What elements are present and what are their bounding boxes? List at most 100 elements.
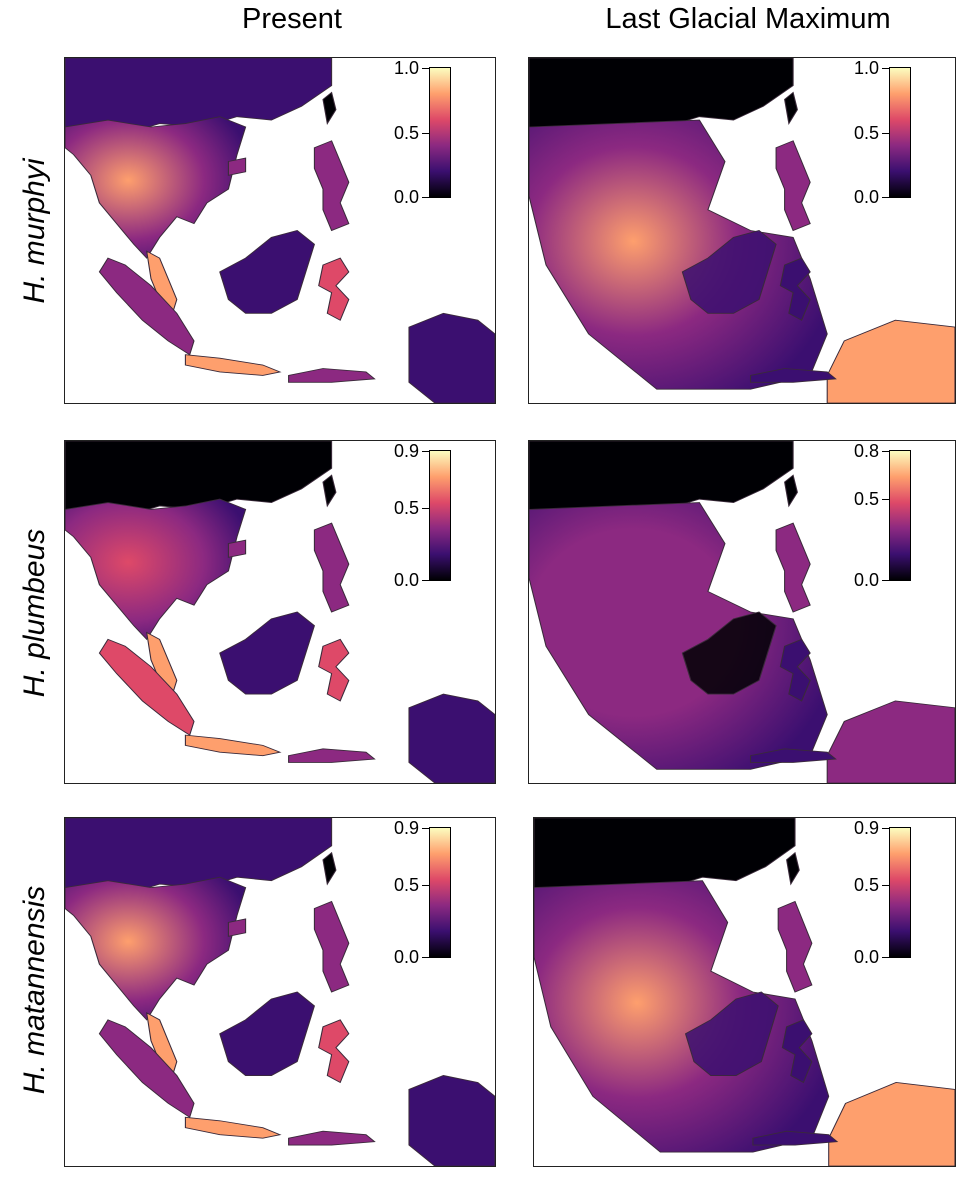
landmass-philippines	[313, 522, 350, 613]
landmass-new-guinea	[408, 312, 495, 403]
colorbar-tick-label: 0.0	[853, 947, 879, 967]
colorbar-tick-label: 0.0	[393, 187, 419, 207]
colorbar-tick-label: 0.5	[853, 489, 879, 510]
colorbar-tick	[422, 132, 429, 134]
landmass-borneo	[681, 611, 777, 695]
landmass-sundaland	[529, 502, 828, 770]
column-title-lgm: Last Glacial Maximum	[605, 3, 891, 35]
colorbar-tick	[882, 828, 889, 829]
colorbar-tick-label: 1.0	[393, 58, 419, 78]
map-panel-murphyi-present: 1.0 0.5 0.0	[64, 57, 496, 404]
landmass-malay-peninsula	[146, 250, 178, 315]
colorbar-tick	[882, 499, 889, 501]
landmass-lesser-sunda	[749, 748, 837, 763]
landmass-taiwan	[786, 851, 800, 886]
landmass-sahul	[826, 700, 955, 783]
colorbar-tick	[882, 132, 889, 134]
colorbar-gradient	[889, 827, 911, 958]
landmass-borneo	[219, 611, 315, 695]
map-svg	[529, 58, 955, 403]
landmass-philippines	[313, 140, 350, 232]
landmass-taiwan	[784, 91, 798, 125]
landmass-new-guinea	[408, 693, 495, 783]
landmass-java	[184, 734, 282, 757]
landmass-hainan	[227, 918, 247, 937]
map-svg	[529, 441, 955, 783]
landmass-borneo	[684, 991, 779, 1076]
landmass-java	[184, 1116, 282, 1139]
landmass-sulawesi	[779, 638, 811, 702]
landmass-malay-peninsula	[146, 631, 178, 696]
landmass-indochina	[65, 876, 247, 1021]
landmass-philippines	[775, 522, 811, 613]
landmass-borneo	[219, 230, 315, 314]
map-panel-plumbeus-lgm: 0.8 0.5 0.0	[528, 440, 956, 784]
colorbar-tick	[422, 197, 429, 198]
landmass-new-guinea	[408, 1075, 495, 1166]
landmass-taiwan	[322, 474, 337, 508]
colorbar-tick-label: 0.5	[393, 122, 419, 143]
colorbar-tick	[882, 580, 889, 581]
colorbar-tick-label: 0.0	[853, 187, 879, 207]
landmass-lesser-sunda	[749, 368, 837, 383]
colorbar-tick-label: 0.9	[853, 818, 879, 838]
landmass-sumatra	[98, 257, 195, 356]
colorbar-tick	[422, 885, 429, 887]
colorbar-tick	[422, 957, 429, 958]
landmass-hainan	[227, 157, 247, 176]
landmass-indochina	[65, 498, 247, 641]
colorbar-tick	[882, 957, 889, 958]
landmass-sahul	[828, 1082, 955, 1166]
landmass-borneo	[219, 991, 315, 1076]
map-svg	[65, 441, 495, 783]
colorbar-tick	[882, 885, 889, 887]
landmass-lesser-sunda	[288, 748, 376, 763]
map-panel-murphyi-lgm: 1.0 0.5 0.0	[528, 57, 956, 404]
colorbar-tick-label: 1.0	[853, 58, 879, 78]
map-panel-matannensis-lgm: 0.9 0.5 0.0	[533, 817, 956, 1167]
landmass-sulawesi	[318, 257, 350, 321]
colorbar-tick	[422, 451, 429, 452]
landmass-java	[184, 354, 282, 376]
landmass-lesser-sunda	[288, 1130, 376, 1146]
colorbar-gradient	[889, 67, 911, 198]
landmass-sulawesi	[318, 638, 350, 702]
landmass-borneo	[681, 230, 777, 314]
landmass-sulawesi	[779, 257, 811, 321]
map-svg	[65, 58, 495, 403]
row-label-murphyi: H. murphyi	[18, 158, 51, 304]
landmass-philippines	[777, 900, 813, 993]
colorbar-tick	[882, 68, 889, 69]
landmass-philippines	[313, 900, 350, 993]
colorbar-tick-label: 0.0	[393, 570, 419, 590]
landmass-philippines	[775, 140, 811, 232]
row-label-matannensis: H. matannensis	[18, 885, 51, 1095]
landmass-taiwan	[784, 474, 798, 508]
colorbar-tick	[422, 580, 429, 581]
landmass-taiwan	[322, 91, 337, 125]
colorbar-tick-label: 0.9	[393, 818, 419, 838]
landmass-sundaland	[534, 880, 830, 1153]
colorbar-gradient	[889, 450, 911, 581]
landmass-sahul	[826, 319, 955, 403]
colorbar-tick	[422, 68, 429, 69]
landmass-sumatra	[98, 638, 195, 736]
landmass-lesser-sunda	[752, 1130, 839, 1146]
colorbar-tick-label: 0.5	[853, 122, 879, 143]
landmass-sulawesi	[318, 1019, 350, 1084]
colorbar-gradient	[429, 67, 451, 198]
landmass-sundaland	[529, 119, 828, 390]
landmass-indochina	[65, 116, 247, 259]
colorbar-tick-label: 0.5	[393, 498, 419, 519]
map-svg	[65, 818, 495, 1166]
colorbar-tick-label: 0.8	[853, 441, 879, 461]
map-panel-matannensis-present: 0.9 0.5 0.0	[64, 817, 496, 1167]
landmass-sumatra	[98, 1019, 195, 1119]
map-svg	[534, 818, 955, 1166]
column-title-present: Present	[242, 3, 342, 35]
landmass-sulawesi	[781, 1019, 813, 1084]
colorbar-tick-label: 0.5	[853, 875, 879, 896]
landmass-taiwan	[322, 851, 337, 886]
map-panel-plumbeus-present: 0.9 0.5 0.0	[64, 440, 496, 784]
colorbar-tick-label: 0.0	[853, 570, 879, 590]
